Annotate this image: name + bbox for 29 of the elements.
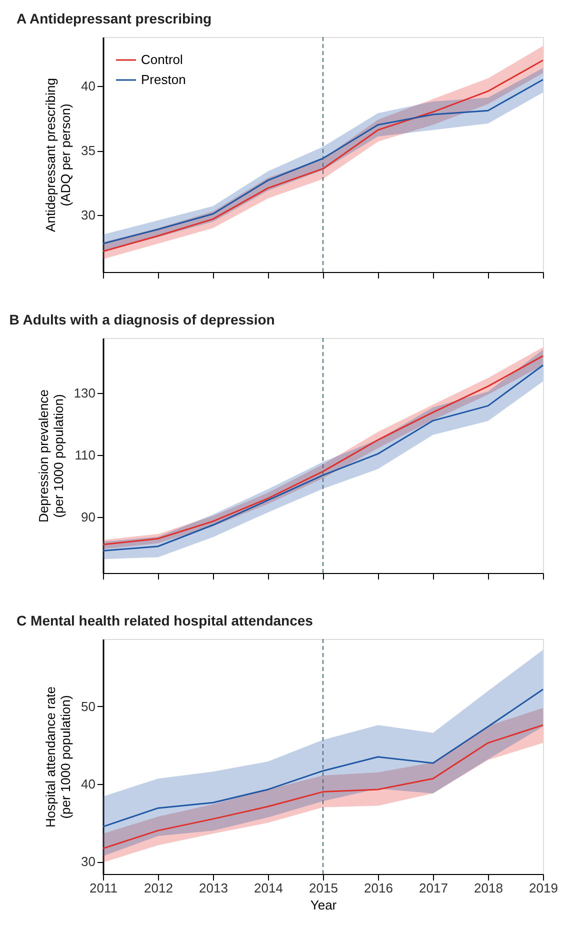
x-tick-label: 2019 bbox=[529, 880, 558, 896]
x-tick-label: 2011 bbox=[90, 880, 118, 896]
y-axis-title: Hospital attendance rate (per 1000 population) bbox=[43, 686, 74, 828]
chart-title: B Adults with a diagnosis of depression bbox=[9, 312, 275, 328]
line-series bbox=[102, 724, 544, 850]
y-tick-label: 30 bbox=[81, 208, 96, 223]
y-tick-label: 90 bbox=[81, 509, 96, 524]
x-tick-label: 2014 bbox=[254, 880, 283, 896]
chart-title: A Antidepressant prescribing bbox=[16, 10, 212, 26]
line-series bbox=[102, 688, 544, 828]
x-tick-label: 2013 bbox=[199, 880, 228, 896]
legend-label: Control bbox=[141, 52, 184, 67]
y-tick-label: 40 bbox=[81, 776, 96, 792]
y-tick-label: 110 bbox=[74, 448, 96, 463]
chart-title: C Mental health related hospital attendances bbox=[16, 612, 314, 628]
legend-label: Preston bbox=[141, 72, 186, 87]
y-tick-label: 130 bbox=[74, 386, 96, 401]
y-tick-label: 50 bbox=[81, 698, 96, 714]
x-axis-title: Year bbox=[310, 898, 338, 912]
y-tick-label: 40 bbox=[81, 78, 96, 94]
x-tick-label: 2015 bbox=[309, 880, 338, 896]
y-tick-label: 30 bbox=[81, 854, 96, 870]
x-tick-label: 2016 bbox=[364, 880, 393, 896]
y-axis-title: Depression prevalence (per 1000 population) bbox=[36, 390, 66, 522]
y-axis-title: Antidepressant prescribing (ADQ per person) bbox=[43, 78, 74, 232]
x-tick-label: 2017 bbox=[419, 880, 448, 896]
x-tick-label: 2012 bbox=[144, 880, 173, 896]
x-tick-label: 2018 bbox=[474, 880, 503, 896]
y-tick-label: 35 bbox=[81, 143, 96, 158]
